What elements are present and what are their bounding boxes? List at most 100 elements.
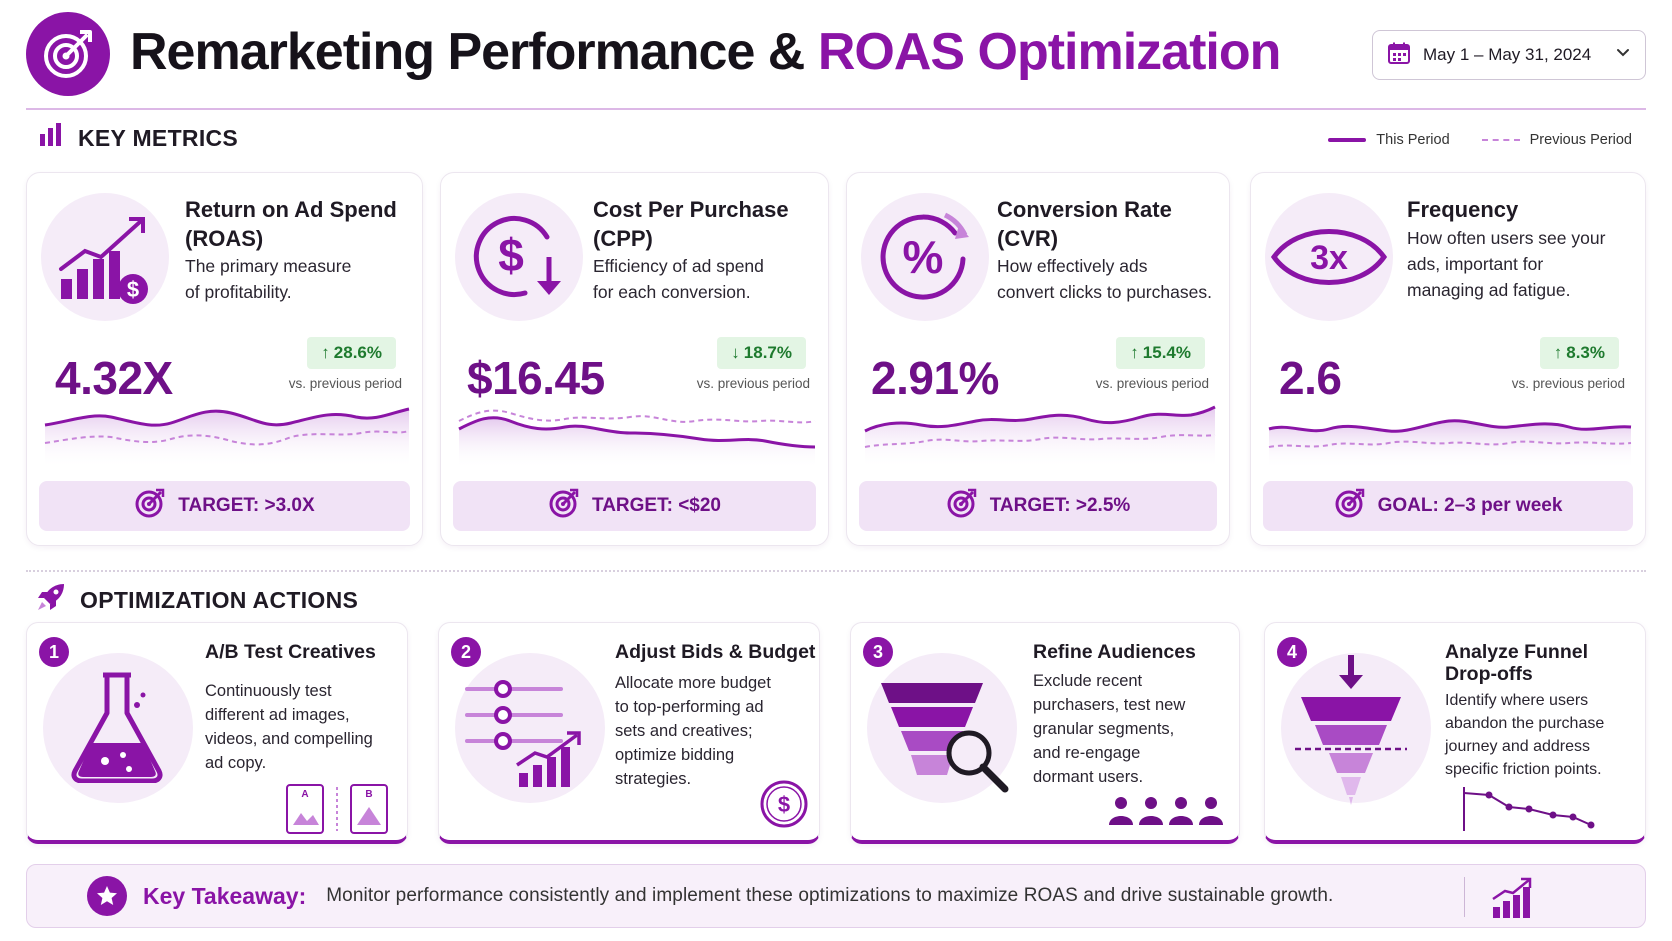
metric-card-frequency: 3x Frequency How often users see your ad… (1250, 172, 1646, 546)
calendar-icon (1387, 41, 1411, 70)
star-icon (87, 876, 127, 916)
sparkline-chart (1268, 419, 1632, 469)
legend-solid-swatch (1328, 138, 1367, 142)
arrow-up-icon: ↑ (1130, 343, 1139, 362)
target-icon (26, 12, 110, 96)
delta-caption: vs. previous period (288, 376, 402, 391)
funnel-search-icon (881, 683, 1009, 793)
sparkline-chart (44, 407, 410, 469)
metric-title: Cost Per Purchase (CPP) (593, 197, 789, 251)
action-card-bids-budget: 2 Adjust Bids & Budget Allocate more bud… (438, 622, 820, 844)
target-icon (946, 487, 978, 525)
page-title-accent: ROAS Optimization (817, 23, 1282, 81)
action-description: Exclude recent purchasers, test new gran… (1033, 672, 1186, 786)
growth-bars-icon (1492, 877, 1532, 918)
users-group-icon (1109, 797, 1223, 825)
declining-line-icon (1463, 787, 1595, 831)
delta-badge: ↓ 18.7% (717, 337, 806, 369)
step-number: 1 (39, 637, 69, 667)
chevron-down-icon (1615, 45, 1631, 66)
action-title: A/B Test Creatives (205, 641, 376, 663)
metric-description: Efficiency of ad spend for each conversi… (593, 256, 764, 302)
arrow-up-icon: ↑ (321, 343, 330, 362)
svg-text:%: % (903, 231, 944, 283)
metric-value: $16.45 (467, 352, 605, 404)
metric-value: 2.6 (1279, 352, 1342, 404)
delta-badge: ↑ 8.3% (1539, 337, 1619, 369)
arrow-up-icon: ↑ (1553, 343, 1563, 362)
action-title: Adjust Bids & Budget (615, 641, 816, 663)
action-card-refine-audiences: 3 Refine Audiences Exclude recent purcha… (850, 622, 1240, 844)
key-takeaway-banner: Key Takeaway: Monitor performance consis… (26, 864, 1646, 928)
metric-description: How effectively ads convert clicks to pu… (997, 256, 1212, 302)
percent-icon: % (861, 193, 989, 321)
growth-chart-dollar-icon: $ (41, 193, 169, 321)
dollar-down-icon: $ (455, 193, 583, 321)
page-title: Remarketing Performance & ROAS Optimizat… (130, 23, 1282, 81)
action-description: Identify where users abandon the purchas… (1445, 692, 1605, 778)
step-number: 4 (1277, 637, 1307, 667)
section-divider (26, 570, 1646, 572)
funnel-dropoff-icon (1295, 655, 1407, 805)
step-number: 3 (863, 637, 893, 667)
metric-value: 4.32X (55, 352, 173, 404)
rocket-icon (36, 582, 66, 618)
takeaway-label: Key Takeaway: (143, 882, 307, 909)
metric-title: Frequency (1407, 197, 1519, 222)
svg-text:B: B (365, 789, 372, 800)
action-title: Analyze Funnel Drop-offs (1445, 641, 1589, 685)
action-card-ab-test: 1 A/B Test Creatives Continuously test d… (26, 622, 408, 844)
key-metrics-heading: KEY METRICS (38, 122, 238, 154)
metric-value: 2.91% (871, 352, 999, 404)
svg-text:$: $ (778, 792, 790, 817)
sparkline-chart (458, 409, 816, 469)
eye-3x-icon: 3x (1265, 193, 1393, 321)
target-icon (134, 487, 166, 525)
metric-card-cpp: $ Cost Per Purchase (CPP) Efficiency of … (440, 172, 829, 546)
optimization-heading: OPTIMIZATION ACTIONS (36, 582, 358, 618)
target-icon (1334, 487, 1366, 525)
legend-this-period: This Period (1376, 132, 1450, 148)
ab-variants-icon: A B (286, 784, 388, 834)
bar-chart-icon (38, 122, 64, 154)
action-description: Allocate more budget to top-performing a… (615, 674, 771, 788)
page-header: Remarketing Performance & ROAS Optimizat… (26, 12, 1646, 110)
delta-badge: ↑ 15.4% (1116, 337, 1205, 369)
chart-legend: This Period Previous Period (1328, 132, 1632, 148)
action-description: Continuously test different ad images, v… (205, 682, 373, 772)
dollar-coin-icon: $ (760, 780, 808, 828)
action-icon-bg (43, 653, 193, 803)
metric-title: Return on Ad Spend (ROAS) (185, 197, 397, 251)
step-number: 2 (451, 637, 481, 667)
takeaway-text: Monitor performance consistently and imp… (326, 885, 1334, 906)
action-card-funnel-dropoffs: 4 Analyze Funnel Drop-offs Identify wher… (1264, 622, 1646, 844)
svg-text:A: A (301, 789, 308, 800)
metric-card-cvr: % Conversion Rate (CVR) How effectively … (846, 172, 1230, 546)
svg-text:$: $ (498, 229, 524, 281)
target-icon (548, 487, 580, 525)
metric-description: How often users see your ads, important … (1407, 228, 1606, 300)
metric-title: Conversion Rate (CVR) (997, 197, 1172, 251)
flask-icon (71, 672, 163, 783)
date-range-value: May 1 – May 31, 2024 (1423, 45, 1592, 64)
legend-previous-period: Previous Period (1529, 132, 1632, 148)
target-bar: TARGET: <$20 (453, 481, 816, 531)
metric-description: The primary measure of profitability. (185, 256, 352, 302)
target-bar: TARGET: >3.0X (39, 481, 410, 531)
goal-bar: GOAL: 2–3 per week (1263, 481, 1633, 531)
delta-caption: vs. previous period (1511, 376, 1625, 391)
date-range-select[interactable]: May 1 – May 31, 2024 (1372, 30, 1646, 80)
action-icon-bg (455, 653, 605, 803)
delta-caption: vs. previous period (1095, 376, 1209, 391)
arrow-down-icon: ↓ (731, 343, 740, 362)
sparkline-chart (864, 405, 1216, 469)
delta-caption: vs. previous period (696, 376, 810, 391)
action-title: Refine Audiences (1033, 641, 1196, 663)
delta-badge: ↑ 28.6% (307, 337, 396, 369)
takeaway-separator (1464, 877, 1465, 917)
metric-card-roas: $ Return on Ad Spend (ROAS) The primary … (26, 172, 423, 546)
target-bar: TARGET: >2.5% (859, 481, 1217, 531)
svg-text:3x: 3x (1310, 239, 1348, 277)
sliders-chart-icon (465, 680, 581, 787)
legend-dashed-swatch (1481, 139, 1520, 141)
